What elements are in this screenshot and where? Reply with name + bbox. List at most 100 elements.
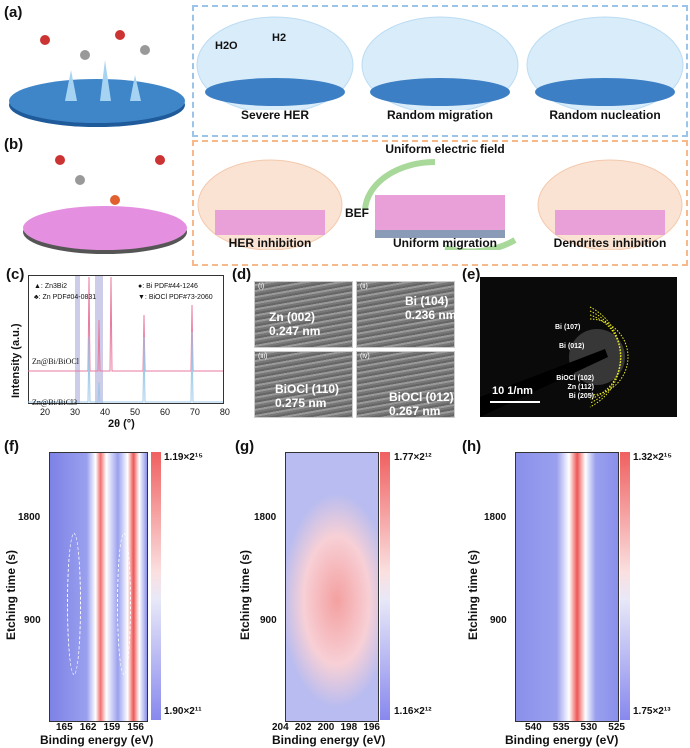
xtick: 165 — [56, 722, 73, 733]
legend-zn: ♣: Zn PDF#04-0831 — [34, 294, 97, 301]
xtick: 156 — [127, 722, 144, 733]
tem-annotation: Zn (002) 0.247 nm — [269, 310, 321, 338]
saed-pattern: Bi (107) Bi (012) BiOCl (102) Zn (112) Bi … — [480, 277, 677, 417]
panel-a-label: (a) — [4, 4, 23, 21]
caption-dendrites-inhibition: Dendrites inhibition — [553, 236, 667, 250]
heatmap-f — [49, 452, 148, 722]
colorbar-f — [151, 452, 161, 720]
scale-bar-label: 10 1/nm — [492, 385, 533, 397]
highlight-ellipse — [67, 533, 81, 675]
xrd-ylabel: Intensity (a.u.) — [10, 323, 22, 398]
xtick: 162 — [79, 722, 97, 733]
xtick: 200 — [317, 722, 335, 733]
heatmap-h — [515, 452, 619, 722]
ytick: 900 — [490, 615, 507, 626]
colorbar-g — [380, 452, 390, 720]
xtick: 50 — [129, 407, 140, 417]
xtick: 196 — [363, 722, 380, 733]
xtick: 530 — [580, 722, 598, 733]
h-xticks: 540 535 530 525 — [525, 722, 625, 733]
xrd-chart — [28, 275, 224, 404]
colorbar-f-min: 1.90×2¹¹ — [164, 706, 202, 717]
caption-random-migration: Random migration — [386, 108, 493, 122]
tem-annotation: BiOCl (110) 0.275 nm — [275, 382, 340, 410]
tem-image-4: (iv) BiOCl (012) 0.267 nm — [356, 351, 455, 418]
tem-image-1: (i) Zn (002) 0.247 nm — [254, 281, 353, 348]
xrd-legend-2: ●: Bi PDF#44-1246 ▼: BiOCl PDF#73-2060 — [138, 281, 213, 303]
tem-image-2: (ii) Bi (104) 0.236 nm — [356, 281, 457, 348]
tem-annotation: BiOCl (012) 0.267 nm — [389, 390, 454, 418]
ring-zn-112: Zn (112) — [567, 384, 594, 391]
legend-biocl: ▼: BiOCl PDF#73-2060 — [138, 294, 213, 301]
ytick: 900 — [260, 615, 277, 626]
xrd-xticks: 20 30 40 50 60 70 80 — [40, 407, 230, 417]
h-xlabel: Binding energy (eV) — [505, 733, 619, 747]
bubbles-a — [196, 16, 684, 110]
series-zn-bi-bicl3-real — [28, 331, 223, 403]
ring-bi-205: Bi (205) — [568, 393, 594, 400]
panel-b-label: (b) — [4, 136, 24, 153]
xtick: 525 — [608, 722, 625, 733]
xtick: 535 — [552, 722, 570, 733]
g-xticks: 204 202 200 198 196 — [272, 722, 380, 733]
caption-uniform-migration: Uniform migration — [393, 236, 497, 250]
highlight-ellipse — [117, 533, 131, 675]
colorbar-g-min: 1.16×2¹² — [394, 706, 432, 717]
panel-a-box — [192, 5, 688, 137]
zn-disk-illustration — [9, 30, 185, 127]
colorbar-h-max: 1.32×2¹⁵ — [633, 452, 672, 463]
caption-severe-her: Severe HER — [240, 108, 310, 122]
ring-biocl-102: BiOCl (102) — [556, 375, 594, 382]
legend-bi: ●: Bi PDF#44-1246 — [138, 283, 198, 290]
ring-bi-107: Bi (107) — [555, 324, 581, 331]
f-xlabel: Binding energy (eV) — [40, 733, 154, 747]
xtick: 540 — [525, 722, 542, 733]
h2o-label: H2O — [215, 40, 238, 52]
tem-index: (iii) — [258, 353, 268, 360]
colorbar-g-max: 1.77×2¹² — [394, 452, 432, 463]
xrd-legend: ▲: Zn3Bi2 ♣: Zn PDF#04-0831 — [34, 281, 96, 303]
xtick: 40 — [99, 407, 110, 417]
ytick: 1800 — [254, 512, 277, 523]
tem-index: (iv) — [360, 353, 370, 360]
bubbles-b — [197, 158, 683, 250]
tem-annotation: Bi (104) 0.236 nm — [405, 294, 457, 322]
xtick: 159 — [103, 722, 121, 733]
ytick: 1800 — [18, 512, 41, 523]
xtick: 202 — [294, 722, 312, 733]
xrd-xlabel: 2θ (°) — [108, 418, 135, 430]
xtick: 80 — [219, 407, 230, 417]
panel-h-label: (h) — [462, 438, 482, 455]
g-ylabel: Etching time (s) — [238, 549, 252, 640]
colorbar-f-max: 1.19×2¹⁵ — [164, 452, 203, 463]
f-xticks: 165 162 159 156 — [56, 722, 144, 733]
bef-label: BEF — [345, 206, 369, 220]
caption-random-nucleation: Random nucleation — [549, 108, 661, 122]
series-label-biocl: Zn@Bi/BiOCl — [32, 357, 79, 366]
panel-b-box — [192, 140, 688, 266]
xtick: 70 — [189, 407, 200, 417]
coated-disk-illustration — [23, 155, 187, 254]
h2-label: H2 — [272, 32, 287, 44]
tem-image-3: (iii) BiOCl (110) 0.275 nm — [254, 351, 353, 418]
colorbar-h-min: 1.75×2¹³ — [633, 706, 671, 717]
ytick: 1800 — [484, 512, 507, 523]
g-xlabel: Binding energy (eV) — [272, 733, 386, 747]
series-label-bicl3: Zn@Bi/BiCl3 — [32, 398, 78, 407]
colorbar-h — [620, 452, 630, 720]
panel-g-label: (g) — [235, 438, 255, 455]
panel-c-label: (c) — [6, 266, 25, 283]
panel-d-label: (d) — [232, 266, 252, 283]
h-ylabel: Etching time (s) — [466, 549, 480, 640]
xtick: 198 — [340, 722, 358, 733]
tem-index: (ii) — [360, 283, 368, 290]
ring-bi-012: Bi (012) — [559, 343, 585, 350]
tem-index: (i) — [258, 283, 265, 290]
ytick: 900 — [24, 615, 41, 626]
panel-e-label: (e) — [462, 266, 481, 283]
xtick: 30 — [69, 407, 80, 417]
legend-zn3bi2: ▲: Zn3Bi2 — [34, 283, 67, 290]
xtick: 20 — [40, 407, 51, 417]
ring-labels-lower: BiOCl (102) Zn (112) Bi (205) — [544, 374, 594, 401]
f-ylabel: Etching time (s) — [4, 549, 18, 640]
